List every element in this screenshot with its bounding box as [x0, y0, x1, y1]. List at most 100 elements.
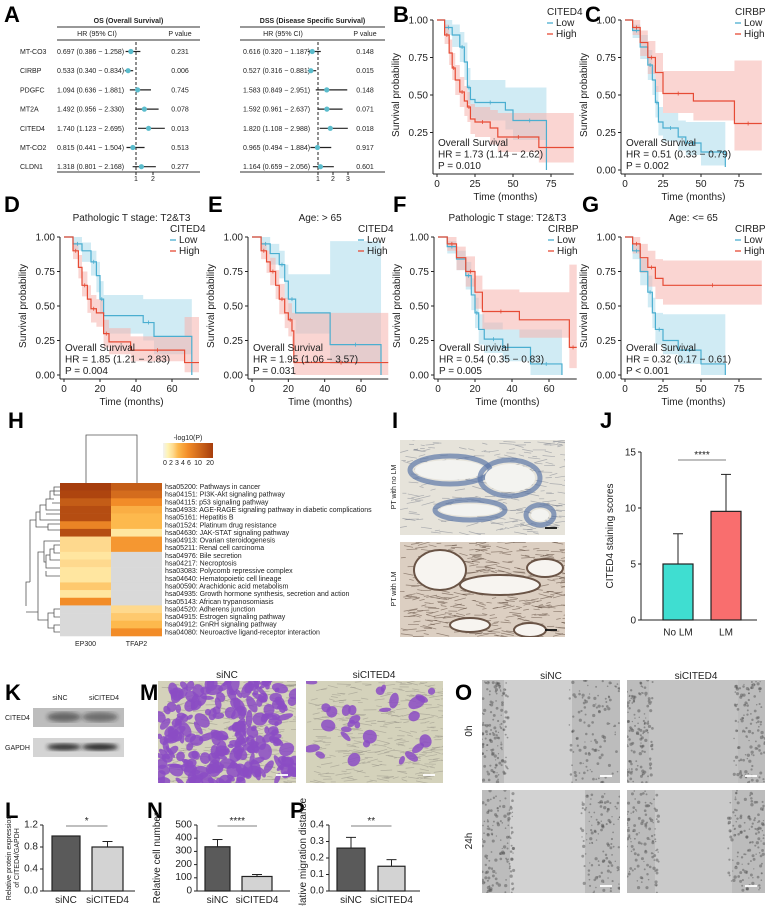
cell	[639, 737, 643, 741]
panel-label-B: B	[393, 2, 409, 27]
texture	[544, 555, 554, 558]
cell	[500, 708, 504, 712]
texture	[406, 500, 421, 504]
stained-cell	[274, 696, 285, 707]
legend-label: High	[556, 29, 577, 40]
cell	[599, 745, 602, 749]
texture	[426, 765, 434, 768]
texture	[413, 690, 426, 694]
stained-cell	[347, 719, 356, 728]
cell	[587, 684, 589, 687]
texture	[510, 509, 523, 511]
cell	[751, 753, 753, 756]
x-tick-label: 40	[130, 384, 142, 395]
heatmap-row-label: hsa03083: Polycomb repressive complex	[165, 568, 293, 575]
cell	[753, 709, 757, 713]
texture	[492, 607, 499, 609]
cell	[628, 729, 631, 732]
cell	[727, 871, 731, 875]
texture	[412, 440, 416, 441]
hr-point	[138, 164, 145, 170]
stained-cell	[158, 711, 166, 723]
cell	[585, 833, 588, 835]
heatmap-row-label: hsa01524: Platinum drug resistance	[165, 522, 277, 529]
texture	[381, 777, 390, 779]
cell	[602, 859, 606, 863]
cell	[499, 690, 502, 692]
texture	[503, 605, 515, 610]
cell	[576, 744, 579, 747]
cell	[610, 837, 614, 841]
cell	[728, 829, 732, 833]
cell	[583, 808, 587, 811]
cell	[492, 869, 496, 874]
cell	[506, 736, 509, 739]
stained-cell	[258, 743, 272, 761]
texture	[512, 608, 521, 611]
texture	[484, 565, 494, 569]
cell	[489, 703, 491, 706]
hr-point	[141, 106, 147, 112]
y-tick-label: 100	[175, 872, 192, 883]
cell	[730, 880, 733, 882]
cell	[739, 758, 743, 762]
cell	[631, 720, 634, 723]
cell	[754, 832, 758, 835]
texture	[481, 547, 490, 551]
texture	[397, 715, 403, 718]
texture	[491, 597, 497, 599]
cell	[736, 801, 740, 805]
bar-sinc	[204, 846, 231, 892]
texture	[516, 549, 530, 552]
heatmap-row-label: hsa00590: Arachidonic acid metabolism	[165, 583, 289, 590]
cell	[495, 835, 498, 837]
stained-cell	[340, 726, 352, 733]
texture	[428, 447, 435, 449]
cell	[651, 727, 654, 730]
cell	[742, 685, 745, 688]
texture	[442, 616, 456, 619]
cell	[651, 855, 654, 859]
cell	[627, 817, 631, 821]
cell	[509, 865, 511, 868]
cell	[747, 698, 750, 702]
heatmap-cell	[111, 536, 162, 545]
cell	[609, 861, 613, 865]
texture	[472, 554, 482, 556]
cell	[763, 737, 765, 740]
heatmap-column-label: TFAP2	[126, 641, 148, 648]
texture	[469, 564, 479, 567]
cell	[744, 701, 748, 705]
cell	[494, 877, 498, 881]
colorbar-tick: 6	[187, 460, 191, 467]
cell	[500, 764, 503, 767]
y-tick-label: 0.25	[597, 128, 617, 139]
cell	[486, 733, 488, 736]
texture	[550, 591, 563, 596]
cell	[628, 768, 630, 770]
cell	[510, 857, 514, 861]
cell	[502, 728, 506, 732]
heatmap-row-label: hsa04151: PI3K-Akt signaling pathway	[165, 492, 285, 499]
cell	[617, 868, 620, 871]
heatmap-cell	[111, 597, 162, 606]
transwell-sicited4-content	[306, 681, 443, 783]
texture	[522, 602, 531, 605]
cell	[759, 680, 761, 683]
cell	[505, 682, 507, 684]
cell	[601, 705, 604, 708]
cell	[492, 796, 496, 799]
texture	[434, 691, 443, 693]
x-tick-label: 50	[695, 179, 707, 190]
texture	[418, 495, 431, 499]
stained-cell	[226, 687, 237, 701]
hr-text: 0.965 (0.494 − 1.884)	[243, 145, 310, 152]
cell	[489, 798, 492, 801]
cell	[603, 792, 606, 795]
cell	[653, 807, 656, 810]
cell	[578, 772, 581, 774]
texture	[371, 763, 379, 767]
ci-band-high	[625, 20, 762, 151]
cell	[500, 743, 503, 746]
texture	[400, 700, 412, 702]
